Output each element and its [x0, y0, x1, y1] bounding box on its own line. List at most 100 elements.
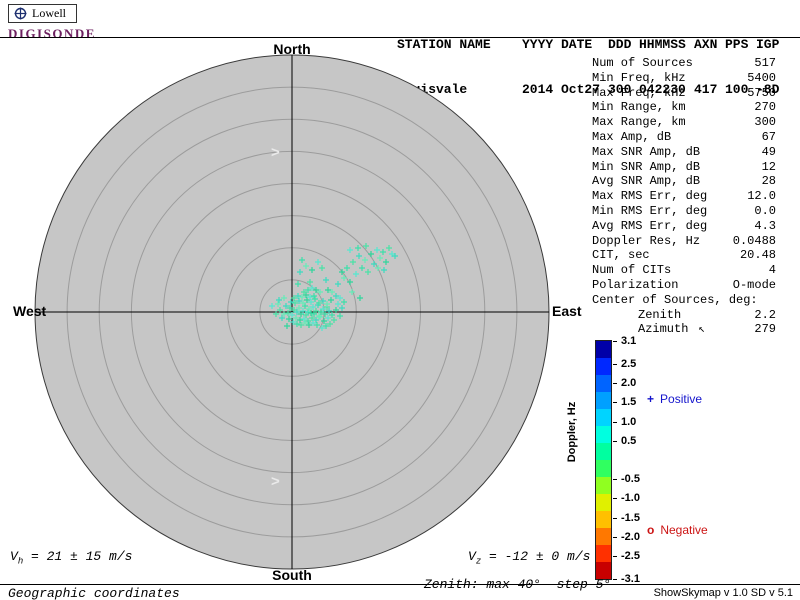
header-field-label: HHMMSS	[639, 37, 686, 52]
source-point	[371, 261, 377, 267]
stat-row: Max Range, km 300	[592, 115, 776, 130]
source-point	[301, 289, 307, 295]
horizontal-velocity: Vh = 21 ± 15 m/s	[10, 549, 132, 567]
stat-label: Min SNR Amp, dB	[592, 159, 701, 174]
stat-row: Center of Sources, deg:	[592, 293, 776, 308]
header-field-label: STATION NAME	[397, 37, 491, 52]
source-point	[341, 275, 347, 281]
stat-row: Azimuth ↖ 279	[592, 322, 776, 338]
source-point	[362, 257, 368, 263]
colorbar-segment	[596, 358, 611, 375]
vh-value: = 21 ± 15 m/s	[23, 549, 133, 564]
source-point	[275, 301, 281, 307]
stat-value: 2.2	[754, 307, 776, 322]
stat-value: 49	[761, 144, 776, 159]
source-point	[296, 298, 302, 304]
source-point	[293, 315, 299, 321]
source-point	[281, 295, 287, 301]
source-point	[306, 322, 312, 328]
stat-row: Min Freq, kHz 5400	[592, 71, 776, 86]
source-point	[306, 306, 312, 312]
header-field-label: YYYY DATE	[522, 37, 593, 52]
source-point	[308, 310, 314, 316]
west-label: West	[13, 303, 47, 319]
negative-label: Negative	[660, 523, 708, 537]
source-point	[308, 299, 314, 305]
source-point	[297, 317, 303, 323]
colorbar-tick	[613, 341, 617, 342]
stats-panel: Num of Sources 517 Min Freq, kHz 5400 Max Fr…	[592, 56, 776, 338]
source-point	[317, 314, 323, 320]
source-point	[337, 295, 343, 301]
stat-value: 4	[768, 263, 776, 278]
source-point	[339, 305, 345, 311]
stat-row: Avg SNR Amp, dB 28	[592, 174, 776, 189]
source-point	[284, 323, 290, 329]
stat-value: 4.3	[754, 218, 776, 233]
source-point	[341, 299, 347, 305]
source-point	[321, 318, 327, 324]
colorbar-tick-label: -2.5	[621, 549, 640, 562]
vz-subscript: z	[475, 556, 482, 567]
colorbar-tick-label: 2.5	[621, 358, 637, 371]
source-point	[286, 316, 292, 322]
colorbar-tick	[613, 421, 617, 423]
colorbar-tick-label: 1.0	[621, 415, 637, 428]
negative-legend: o Negative	[647, 523, 708, 537]
stat-label: Min RMS Err, deg	[592, 203, 708, 218]
stat-row: Min RMS Err, deg 0.0	[592, 204, 776, 219]
header-field-value: 300	[608, 82, 632, 97]
source-point	[314, 322, 320, 328]
stat-label: CIT, sec	[592, 248, 650, 263]
source-point	[307, 294, 313, 300]
colorbar-tick	[613, 402, 617, 404]
source-point	[273, 311, 279, 317]
stat-label: Num of CITs	[592, 263, 672, 278]
colorbar-tick	[613, 498, 617, 500]
header-field-value: 2014 Oct27	[522, 82, 601, 97]
stat-label: Min Freq, kHz	[592, 70, 686, 85]
colorbar-segment	[596, 494, 611, 511]
vz-symbol: V	[468, 549, 476, 564]
stat-label: Max RMS Err, deg	[592, 189, 708, 204]
stat-label: Avg SNR Amp, dB	[592, 174, 701, 189]
source-point	[356, 253, 362, 259]
source-point	[329, 289, 335, 295]
colorbar-segment	[596, 443, 611, 460]
source-point	[281, 311, 287, 317]
stat-value: 12	[761, 159, 776, 174]
source-point	[309, 315, 315, 321]
source-point	[325, 287, 331, 293]
source-point	[326, 308, 332, 314]
source-point	[291, 295, 297, 301]
stat-row: Max Freq, kHz 5750	[592, 86, 776, 101]
positive-legend: + Positive	[647, 392, 702, 406]
stat-row: Num of CITs 4	[592, 263, 776, 278]
source-point	[319, 325, 325, 331]
source-point	[325, 315, 331, 321]
circle-marker-icon: o	[647, 523, 655, 537]
source-point	[383, 259, 389, 265]
source-point	[309, 267, 315, 273]
source-point	[365, 269, 371, 275]
source-point	[323, 277, 329, 283]
stat-label: Max Freq, kHz	[592, 85, 686, 100]
header-field-value: 100	[725, 82, 749, 97]
stat-value: 5750	[747, 85, 776, 100]
stat-label: Max Range, km	[592, 115, 686, 130]
station-header-values: Louisvale 2014 Oct27 300 042230 417 100 -8D	[397, 82, 780, 97]
north-label: North	[273, 41, 311, 57]
header-divider	[0, 37, 800, 38]
source-point	[386, 245, 392, 251]
source-point	[297, 269, 303, 275]
source-point	[307, 279, 313, 285]
source-point	[374, 247, 380, 253]
colorbar-segment	[596, 460, 611, 477]
colorbar-tick-label: -1.5	[621, 511, 640, 524]
source-point	[296, 305, 302, 311]
source-point	[313, 308, 319, 314]
azimuth-direction-icon: ↖	[698, 324, 706, 337]
source-point	[350, 259, 356, 265]
source-point	[392, 253, 398, 259]
source-point	[312, 296, 318, 302]
